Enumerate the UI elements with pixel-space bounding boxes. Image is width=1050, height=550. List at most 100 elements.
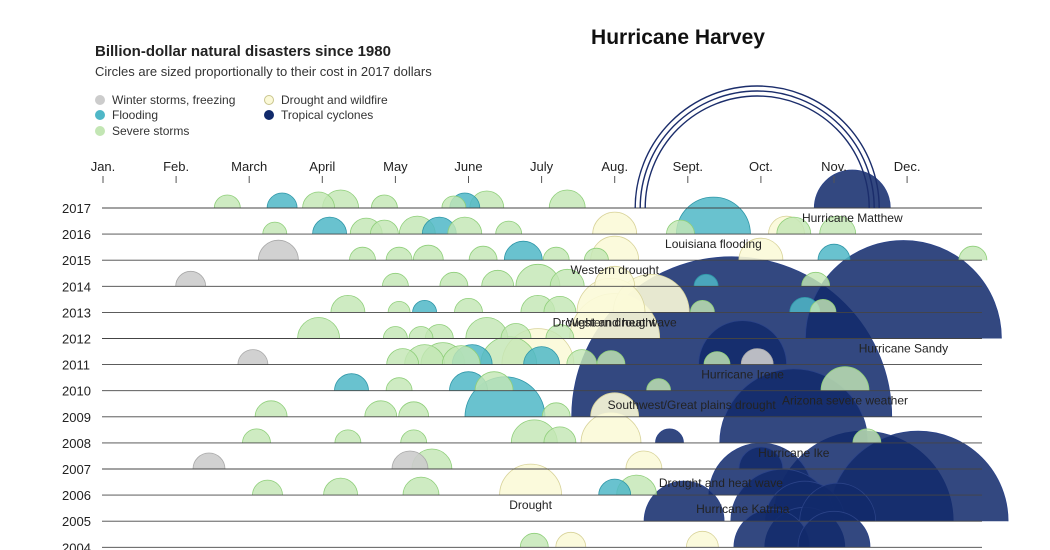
year-label: 2004	[62, 540, 91, 550]
year-label: 2015	[62, 253, 91, 268]
event-circle-severe	[820, 366, 870, 391]
event-circle-drought	[594, 265, 636, 287]
event-circle-severe	[441, 195, 467, 208]
year-label: 2005	[62, 514, 91, 529]
event-circle-tropical	[799, 482, 877, 522]
year-label: 2014	[62, 279, 91, 294]
event-label: Hurricane Katrina	[696, 502, 790, 516]
year-lines-layer	[102, 207, 982, 548]
legend-swatch-severe	[95, 126, 105, 136]
event-circle-severe	[254, 400, 288, 417]
legend-item-severe: Severe storms	[95, 124, 189, 138]
event-circle-winter	[237, 349, 269, 365]
year-label: 2011	[62, 358, 90, 373]
event-circle-flood	[676, 196, 751, 235]
harvey-annotation-title: Hurricane Harvey	[591, 26, 765, 49]
event-circle-severe	[646, 378, 671, 391]
event-circle-severe	[465, 317, 509, 339]
month-label: March	[231, 159, 267, 174]
event-circle-severe	[543, 296, 577, 313]
event-circle-severe	[852, 428, 882, 443]
event-label: Western drought	[567, 315, 656, 329]
year-label: 2007	[62, 462, 91, 477]
event-circle-drought	[555, 531, 587, 548]
year-label: 2010	[62, 384, 91, 399]
event-label: Louisiana flooding	[665, 237, 762, 251]
event-circle-severe	[441, 345, 481, 365]
event-circle-severe	[364, 400, 398, 417]
year-label: 2017	[62, 201, 91, 216]
event-circle-severe	[349, 246, 376, 261]
event-circle-severe	[330, 295, 366, 313]
legend-label-tropical: Tropical cyclones	[281, 108, 374, 122]
event-circle-flood	[312, 216, 347, 235]
event-circle-winter	[391, 450, 429, 469]
event-circle-tropical	[643, 480, 725, 522]
event-circle-severe	[801, 271, 831, 287]
event-circle-severe	[543, 426, 577, 443]
event-circle-tropical	[797, 510, 871, 548]
event-circle-severe	[542, 246, 570, 261]
event-label: Western drought	[570, 263, 659, 277]
year-label: 2013	[62, 305, 91, 320]
harvey-ring	[634, 85, 880, 209]
event-labels-layer: Hurricane Matthew Louisiana flooding Weste…	[509, 211, 948, 516]
event-label: Drought	[509, 498, 552, 512]
event-circle-severe	[213, 194, 241, 208]
event-circle-drought	[590, 392, 640, 417]
event-circle-severe	[541, 402, 571, 417]
legend-label-drought: Drought and wildfire	[281, 93, 388, 107]
month-label: Sept.	[673, 159, 703, 174]
month-label: April	[309, 159, 335, 174]
event-circle-winter	[740, 348, 774, 365]
year-label: 2008	[62, 436, 91, 451]
legend-item-tropical: Tropical cyclones	[264, 108, 373, 122]
harvey-ring	[639, 90, 875, 209]
event-circle-flood	[412, 300, 437, 313]
circles-layer	[175, 169, 1009, 548]
event-circle-severe	[334, 429, 362, 443]
event-circle-severe	[297, 317, 340, 339]
legend-label-flooding: Flooding	[112, 108, 159, 122]
event-circle-severe	[474, 371, 514, 391]
event-circle-flood	[266, 192, 298, 208]
event-circle-drought	[592, 211, 638, 235]
month-label: Feb.	[163, 159, 189, 174]
month-label: Aug.	[601, 159, 628, 174]
event-circle-severe	[402, 476, 440, 496]
event-circle-flood	[598, 478, 632, 496]
harvey-ring	[644, 95, 870, 209]
event-circle-severe	[454, 298, 483, 313]
event-circle-severe	[819, 215, 857, 235]
month-label: June	[454, 159, 482, 174]
event-circle-severe	[262, 221, 288, 235]
legend-swatch-drought	[264, 95, 274, 105]
event-circle-winter	[192, 452, 226, 469]
event-circle-severe	[382, 272, 409, 287]
event-circle-severe	[398, 401, 430, 417]
event-circle-severe	[387, 301, 411, 313]
event-circle-severe	[370, 219, 399, 235]
event-circle-drought	[499, 463, 562, 496]
event-circle-severe	[242, 428, 271, 443]
event-circle-severe	[495, 220, 523, 235]
event-circle-severe	[481, 269, 515, 287]
chart-subtitle: Circles are sized proportionally to thei…	[95, 64, 432, 79]
event-circle-drought	[686, 530, 719, 548]
event-circle-flood	[503, 240, 543, 261]
event-circle-flood	[334, 373, 369, 391]
chart-title: Billion-dollar natural disasters since 1…	[95, 43, 391, 60]
event-circle-severe	[468, 245, 498, 261]
event-circle-flood	[817, 243, 851, 261]
axes-layer: 2017 2016 2015 2014 2013 2012 2011 2010 2009 2008…	[62, 159, 920, 550]
event-circle-severe	[545, 324, 575, 339]
event-circle-severe	[519, 532, 549, 548]
event-label: Hurricane Sandy	[859, 342, 948, 356]
event-label: Drought and heat wave	[553, 316, 677, 330]
event-circle-severe	[566, 349, 598, 365]
legend-label-winter: Winter storms, freezing	[112, 93, 236, 107]
event-circle-severe	[385, 246, 413, 261]
month-label: July	[530, 159, 554, 174]
month-label: Dec.	[894, 159, 921, 174]
